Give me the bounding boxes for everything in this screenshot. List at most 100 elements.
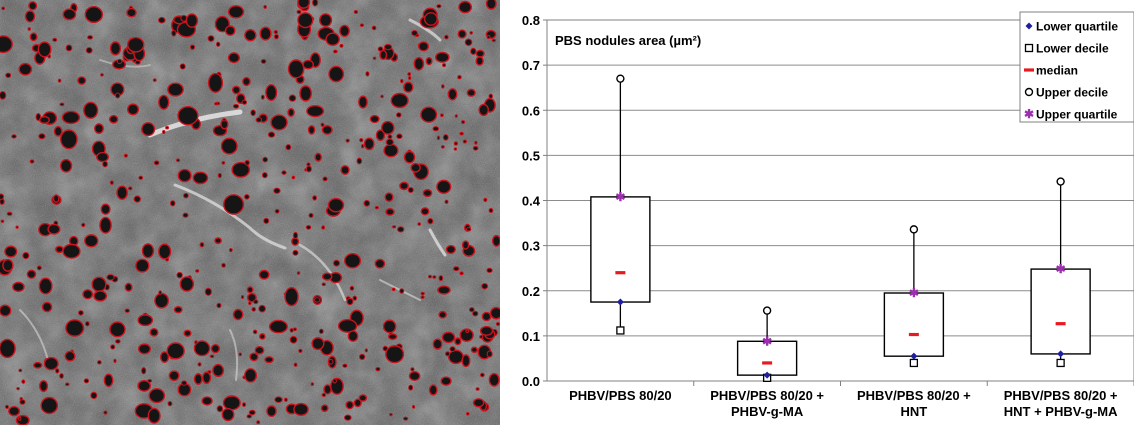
nodule xyxy=(0,90,7,100)
nodule xyxy=(201,396,213,406)
nodule xyxy=(165,126,170,130)
nodule xyxy=(159,351,170,363)
nodule xyxy=(115,339,121,344)
nodule xyxy=(359,23,365,27)
nodule xyxy=(372,56,377,60)
nodule xyxy=(289,328,294,333)
nodule xyxy=(413,56,425,71)
nodule xyxy=(314,152,322,162)
nodule xyxy=(465,329,470,333)
nodule xyxy=(137,314,154,327)
nodule xyxy=(91,276,107,293)
lower-decile-marker xyxy=(616,326,625,335)
nodule xyxy=(432,126,440,132)
y-tick-label: 0.4 xyxy=(522,194,541,209)
nodule xyxy=(185,13,199,28)
nodule xyxy=(220,137,238,155)
nodule xyxy=(224,25,236,36)
nodule xyxy=(347,330,359,342)
nodule xyxy=(6,211,13,216)
nodule xyxy=(114,92,121,99)
nodule xyxy=(170,200,176,207)
nodule xyxy=(207,35,215,42)
nodule xyxy=(308,212,314,218)
chart-title: PBS nodules area (µm²) xyxy=(555,33,701,48)
nodule xyxy=(403,81,414,93)
nodule xyxy=(287,108,295,118)
nodule xyxy=(383,143,399,158)
nodule xyxy=(59,102,65,107)
nodule xyxy=(454,337,462,346)
nodule xyxy=(466,88,476,97)
nodule xyxy=(181,380,188,386)
nodule xyxy=(193,373,203,385)
nodule xyxy=(287,59,305,79)
y-tick-label: 0.6 xyxy=(522,103,540,118)
nodule xyxy=(474,140,478,145)
x-category-label: HNT + PHBV-g-MA xyxy=(1004,404,1118,419)
nodule xyxy=(448,349,464,365)
nodule xyxy=(227,52,241,64)
nodule xyxy=(99,216,112,234)
nodule xyxy=(293,362,298,367)
nodule xyxy=(214,237,222,245)
nodule xyxy=(488,207,494,214)
nodule xyxy=(392,225,397,229)
nodule xyxy=(381,120,395,135)
nodule xyxy=(249,352,259,362)
nodule xyxy=(436,135,441,141)
nodule xyxy=(0,193,5,200)
nodule xyxy=(158,243,172,260)
nodule xyxy=(15,225,19,229)
nodule xyxy=(97,360,102,365)
nodule xyxy=(321,282,326,287)
nodule xyxy=(241,99,248,105)
upper-quartile-marker: ✱ xyxy=(615,190,625,204)
nodule xyxy=(124,308,130,313)
nodule xyxy=(407,186,414,194)
nodule xyxy=(321,225,326,230)
nodule xyxy=(141,122,156,137)
nodule xyxy=(396,133,403,140)
lower-quartile-marker xyxy=(763,371,771,379)
nodule xyxy=(379,49,388,61)
nodule xyxy=(65,319,85,337)
nodule xyxy=(311,337,325,351)
nodule xyxy=(197,362,202,367)
nodule xyxy=(288,94,297,102)
nodule xyxy=(153,160,160,166)
nodule xyxy=(135,258,150,273)
nodule xyxy=(486,35,491,40)
nodule xyxy=(383,43,393,51)
nodule xyxy=(158,94,170,110)
nodule xyxy=(390,92,409,109)
nodule xyxy=(475,387,480,391)
nodule xyxy=(183,192,189,199)
nodule xyxy=(479,334,484,339)
nodule xyxy=(314,297,321,303)
nodule xyxy=(486,267,493,274)
nodule xyxy=(231,85,241,95)
nodule xyxy=(389,412,393,417)
nodule xyxy=(299,85,312,102)
nodule xyxy=(29,159,35,164)
nodule xyxy=(339,24,350,37)
nodule xyxy=(248,301,252,306)
nodule xyxy=(133,195,141,203)
nodule xyxy=(43,356,59,371)
nodule xyxy=(204,287,212,296)
nodule xyxy=(420,291,425,296)
nodule xyxy=(179,63,186,70)
nodule xyxy=(461,240,470,250)
nodule xyxy=(2,258,14,272)
nodule xyxy=(147,407,161,424)
x-axis: PHBV/PBS 80/20 PHBV/PBS 80/20 +PHBV-g-MAP… xyxy=(569,381,1134,419)
nodule xyxy=(241,402,247,408)
iqr-box xyxy=(590,196,651,303)
x-category-label: PHBV/PBS 80/20 + xyxy=(857,388,971,403)
nodule xyxy=(244,29,257,42)
nodule xyxy=(141,243,155,259)
nodule xyxy=(168,370,180,382)
nodule xyxy=(255,117,263,123)
nodule xyxy=(158,290,163,295)
